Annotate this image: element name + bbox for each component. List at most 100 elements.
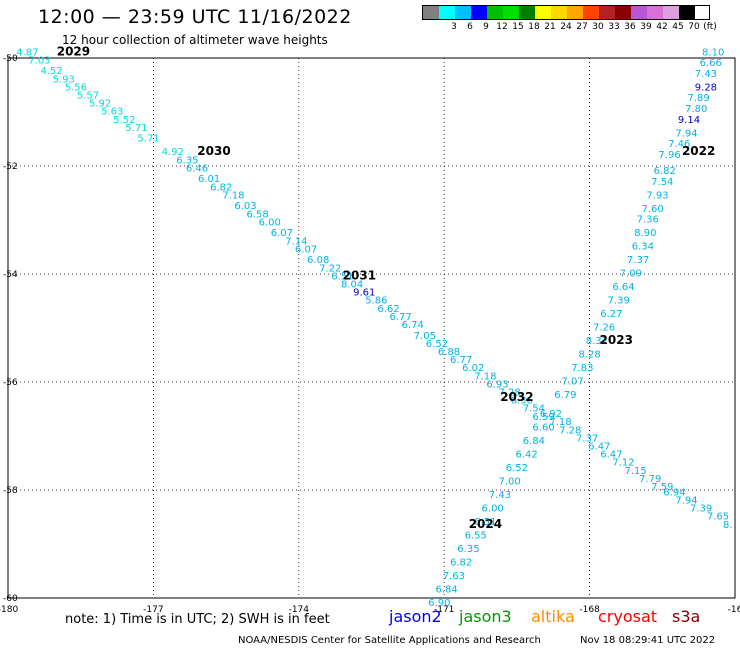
legend-swatch (551, 6, 567, 19)
wave-height-value: 6.64 (612, 282, 634, 293)
x-tick-label: -174 (289, 605, 310, 615)
legend-swatch (503, 6, 519, 19)
wave-height-value: 7.54 (523, 404, 545, 415)
legend-label: 18 (528, 22, 540, 32)
wave-height-value: 7.18 (222, 190, 244, 201)
legend-swatch (615, 6, 631, 19)
wave-height-value: 6.07 (271, 228, 293, 239)
wave-height-value: 7.09 (620, 269, 642, 280)
wave-height-value: 6.60 (532, 423, 554, 434)
legend-swatch (439, 6, 455, 19)
map-frame (7, 57, 736, 599)
wave-height-value: 6.77 (450, 355, 472, 366)
pass-time-label: 2030 (197, 144, 230, 158)
wave-height-value: 7.39 (608, 296, 630, 307)
legend-label: 6 (467, 22, 473, 32)
wave-height-value: 7.43 (489, 490, 511, 501)
legend-label: 42 (656, 22, 668, 32)
wave-height-value: 5.56 (65, 82, 87, 93)
wave-height-value: 6.52 (506, 463, 528, 474)
mission-s3a: s3a (672, 607, 701, 626)
wave-height-value: 6.90 (428, 598, 450, 609)
wave-height-value: 7.37 (627, 255, 649, 266)
wave-height-value: 6.08 (307, 255, 329, 266)
wave-height-value: 7.80 (685, 104, 707, 115)
wave-height-value: 5.93 (53, 74, 75, 85)
y-tick-label: -52 (3, 162, 18, 172)
legend-label: 15 (512, 22, 524, 32)
wave-height-value: 8. (723, 520, 733, 531)
wave-height-value: 4.92 (162, 147, 184, 158)
legend-label: 3 (451, 22, 457, 32)
wave-height-value: 7.28 (559, 425, 581, 436)
wave-height-value: 7.94 (675, 496, 697, 507)
wave-height-value: 8.90 (634, 228, 656, 239)
legend-label: 30 (592, 22, 604, 32)
y-tick-label: -54 (3, 270, 18, 280)
wave-height-value: 6.03 (234, 201, 256, 212)
wave-height-value: 7.05 (414, 331, 436, 342)
mission-cryosat: cryosat (598, 607, 658, 626)
wave-height-value: 6.88 (438, 347, 460, 358)
legend-label: 21 (544, 22, 556, 32)
legend-swatch (599, 6, 615, 19)
credit-text: NOAA/NESDIS Center for Satellite Applica… (238, 635, 541, 646)
wave-height-value: 7.63 (443, 571, 465, 582)
pass-time-label: 2029 (57, 44, 90, 58)
legend-swatch (487, 6, 503, 19)
wave-height-value: 7.93 (646, 190, 668, 201)
x-tick-label: -180 (0, 605, 18, 615)
wave-height-value: 6.02 (462, 363, 484, 374)
legend-label: 12 (496, 22, 508, 32)
wave-height-value: 6.51 (474, 517, 496, 528)
legend-swatch (647, 6, 663, 19)
wave-height-value: 5.52 (113, 115, 135, 126)
wave-height-value: 9.14 (678, 115, 700, 126)
legend-swatch (567, 6, 583, 19)
wave-height-value: 6.01 (198, 174, 220, 185)
wave-height-value: 7.39 (690, 504, 712, 515)
wave-height-value: 5.92 (89, 99, 111, 110)
legend-label: (ft) (703, 22, 717, 32)
y-tick-label: -56 (3, 378, 18, 388)
wave-height-value: 7.03 (28, 55, 50, 66)
wave-height-value: 7.22 (319, 263, 341, 274)
wave-height-value: 6.82 (450, 558, 472, 569)
wave-height-value: 6.47 (600, 450, 622, 461)
pass-time-label: 2022 (682, 144, 715, 158)
wave-height-value: 6.42 (515, 450, 537, 461)
legend-swatch (631, 6, 647, 19)
wave-height-value: 8.32 (586, 336, 608, 347)
wave-height-value: 6.00 (259, 217, 281, 228)
wave-height-value: 6.62 (377, 304, 399, 315)
wave-height-value: 7.94 (675, 128, 697, 139)
wave-height-value: 7.00 (498, 477, 520, 488)
wave-height-value: 4.87 (16, 47, 38, 58)
wave-height-value: 6.82 (654, 166, 676, 177)
legend-swatch (535, 6, 551, 19)
legend-label: 27 (576, 22, 588, 32)
legend-swatch (423, 6, 439, 19)
wave-height-value: 7.96 (658, 150, 680, 161)
wave-height-value: 6.74 (402, 320, 424, 331)
wave-height-value: 9.61 (353, 288, 375, 299)
wave-height-value: 5.57 (77, 91, 99, 102)
wave-height-value: 7.37 (576, 433, 598, 444)
wave-height-value: 6.00 (482, 504, 504, 515)
footer-note: note: 1) Time is in UTC; 2) SWH is in fe… (65, 612, 330, 627)
legend-label: 36 (624, 22, 636, 32)
wave-height-value: 7.18 (549, 417, 571, 428)
legend-label (430, 22, 446, 32)
wave-height-value: 6.46 (186, 163, 208, 174)
wave-height-value: 6.58 (246, 209, 268, 220)
wave-height-value: 7.59 (651, 482, 673, 493)
wave-height-value: 6.79 (554, 390, 576, 401)
wave-height-value: 7.18 (474, 371, 496, 382)
wave-height-value: 4.52 (40, 66, 62, 77)
legend-swatches (422, 5, 710, 20)
legend-label: 39 (640, 22, 652, 32)
x-tick-label: -168 (579, 605, 600, 615)
wave-height-value: 6.35 (176, 155, 198, 166)
pass-time-label: 2031 (343, 268, 376, 282)
